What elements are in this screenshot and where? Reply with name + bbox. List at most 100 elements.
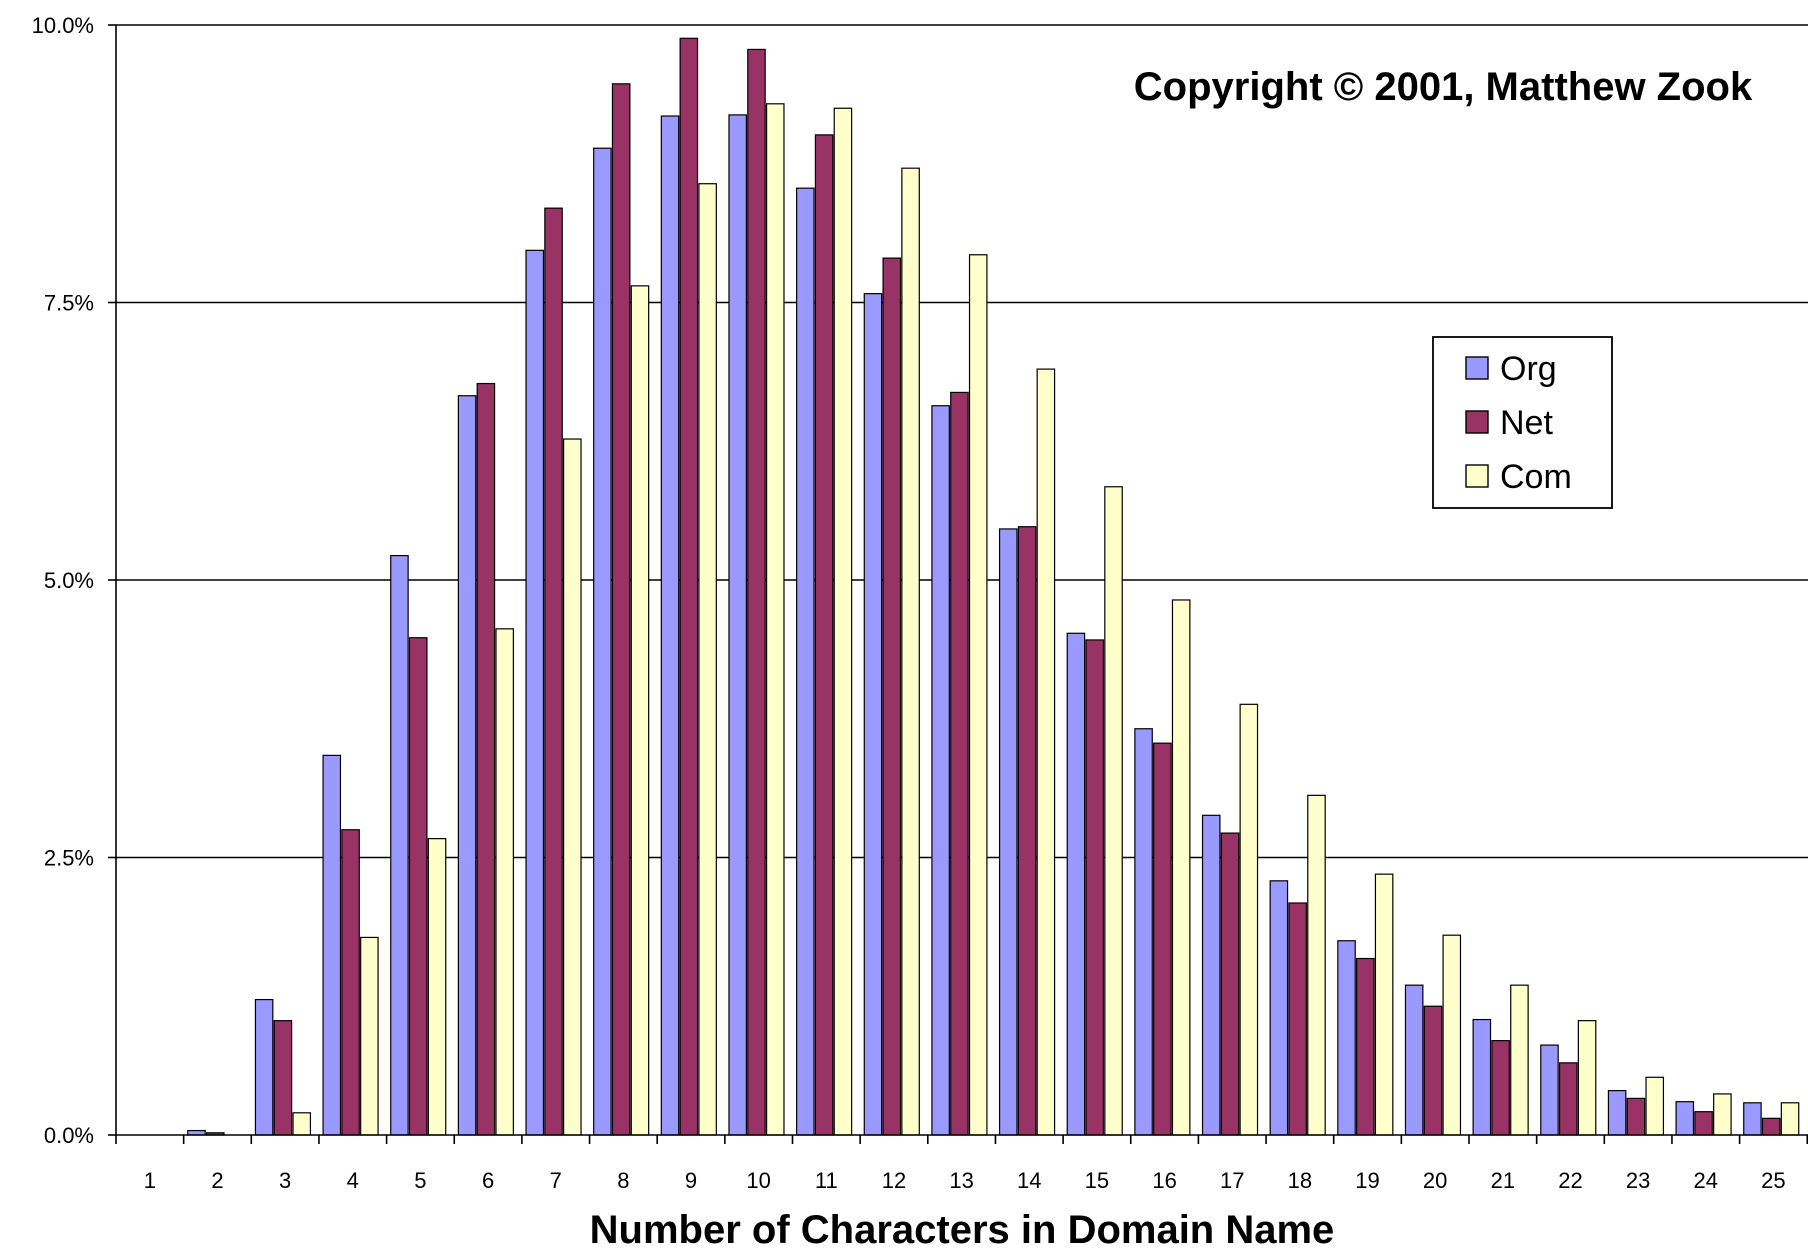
bar-net-25 (1761, 1117, 1781, 1136)
bar-com-22 (1577, 1020, 1597, 1136)
bar-net-19 (1356, 957, 1375, 1136)
bar-org-15 (1066, 632, 1086, 1136)
x-tick-label: 18 (1288, 1168, 1312, 1193)
bar-org-18 (1269, 880, 1289, 1136)
legend-label-com: Com (1500, 458, 1572, 496)
x-tick-label: 8 (617, 1168, 629, 1193)
bar-net-18 (1288, 902, 1307, 1136)
bar-net-22 (1558, 1062, 1578, 1136)
bar-org-21 (1472, 1018, 1492, 1136)
bar-org-13 (931, 405, 950, 1136)
bar-net-14 (1017, 526, 1037, 1136)
bar-net-5 (408, 637, 428, 1136)
axes (108, 24, 1808, 1144)
x-tick-label: 3 (279, 1168, 291, 1193)
x-tick-label: 21 (1491, 1168, 1515, 1193)
bar-com-7 (563, 438, 582, 1136)
bar-net-7 (544, 207, 563, 1136)
bar-net-10 (747, 48, 766, 1136)
bar-org-20 (1404, 984, 1424, 1136)
legend: Org Net Com (1432, 336, 1613, 509)
x-tick-label: 2 (211, 1168, 223, 1193)
legend-swatch-net (1465, 410, 1489, 434)
x-tick-label: 1 (144, 1168, 156, 1193)
x-tick-label: 11 (815, 1168, 838, 1193)
bars (187, 37, 1800, 1136)
bar-org-7 (525, 249, 545, 1136)
y-tick-label: 2.5% (44, 846, 94, 871)
bar-org-24 (1675, 1101, 1695, 1136)
bar-com-14 (1036, 368, 1056, 1136)
bar-net-16 (1153, 742, 1172, 1136)
bar-com-9 (698, 183, 717, 1136)
legend-swatch-org (1465, 356, 1489, 380)
y-tick-label: 10.0% (32, 13, 94, 38)
bar-org-11 (796, 187, 815, 1136)
x-tick-label: 25 (1761, 1168, 1785, 1193)
y-axis-tick-labels: 0.0% 2.5% 5.0% 7.5% 10.0% (32, 13, 94, 1148)
bar-com-4 (360, 936, 379, 1136)
bar-org-12 (863, 293, 883, 1136)
x-axis-label: Number of Characters in Domain Name (590, 1208, 1335, 1252)
x-tick-label: 7 (550, 1168, 562, 1193)
legend-box (1432, 336, 1613, 509)
bar-net-13 (950, 391, 969, 1136)
bar-com-3 (292, 1112, 312, 1136)
bar-org-17 (1201, 814, 1221, 1136)
bar-com-11 (833, 107, 853, 1136)
bar-com-15 (1104, 486, 1123, 1136)
x-tick-label: 10 (746, 1168, 770, 1193)
bar-org-25 (1743, 1102, 1762, 1136)
x-tick-label: 4 (347, 1168, 359, 1193)
bar-com-13 (968, 254, 988, 1136)
bar-org-23 (1607, 1089, 1627, 1136)
bar-net-17 (1220, 832, 1240, 1136)
bar-org-10 (728, 114, 747, 1136)
bar-com-19 (1374, 873, 1394, 1136)
bar-org-4 (322, 754, 342, 1136)
y-tick-label: 0.0% (44, 1123, 94, 1148)
x-tick-label: 16 (1152, 1168, 1176, 1193)
x-tick-label: 22 (1558, 1168, 1582, 1193)
bar-net-21 (1491, 1040, 1510, 1136)
bar-net-12 (882, 257, 902, 1136)
bar-com-17 (1239, 703, 1259, 1136)
bar-net-8 (611, 83, 631, 1136)
x-tick-label: 20 (1423, 1168, 1447, 1193)
bar-net-6 (476, 382, 496, 1136)
bar-com-20 (1442, 934, 1462, 1136)
bar-org-8 (593, 147, 612, 1136)
x-tick-label: 15 (1085, 1168, 1109, 1193)
bar-org-6 (457, 395, 477, 1136)
bar-net-15 (1085, 639, 1105, 1136)
bar-com-23 (1645, 1076, 1665, 1136)
x-tick-label: 6 (482, 1168, 494, 1193)
bar-com-25 (1780, 1102, 1800, 1136)
legend-label-net: Net (1500, 404, 1553, 442)
bar-net-24 (1694, 1111, 1713, 1136)
bar-com-8 (630, 285, 650, 1136)
legend-label-org: Org (1500, 350, 1557, 388)
legend-swatch-com (1465, 464, 1489, 488)
bar-org-3 (254, 998, 274, 1136)
bar-org-22 (1540, 1044, 1559, 1136)
bar-com-10 (765, 103, 785, 1136)
x-tick-label: 9 (685, 1168, 697, 1193)
x-tick-label: 13 (949, 1168, 973, 1193)
bar-com-18 (1307, 794, 1326, 1136)
x-axis-tick-labels: 1 2 3 4 5 6 7 8 9 10 11 12 13 14 15 16 17 18 19 20 21 22 23 24 2… (144, 1168, 1786, 1193)
bar-net-4 (341, 829, 360, 1136)
bar-net-3 (273, 1020, 293, 1136)
x-tick-label: 5 (414, 1168, 426, 1193)
x-tick-label: 23 (1626, 1168, 1650, 1193)
bar-com-6 (495, 628, 514, 1136)
bar-net-23 (1626, 1097, 1646, 1136)
bar-net-9 (679, 37, 699, 1136)
bar-net-11 (814, 134, 834, 1136)
bar-org-19 (1337, 940, 1356, 1136)
bar-org-16 (1134, 728, 1153, 1136)
bar-com-5 (427, 838, 447, 1136)
x-tick-label: 24 (1694, 1168, 1718, 1193)
x-tick-label: 19 (1355, 1168, 1379, 1193)
